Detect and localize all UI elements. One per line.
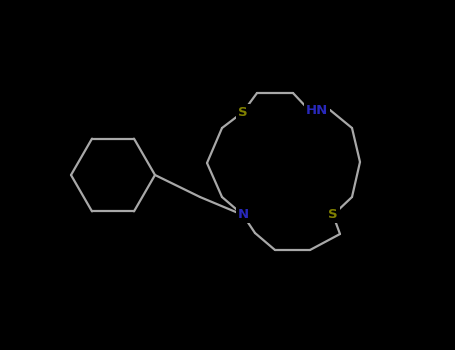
Text: HN: HN xyxy=(306,104,328,117)
Text: S: S xyxy=(238,105,248,119)
Text: N: N xyxy=(238,209,248,222)
Text: S: S xyxy=(328,209,338,222)
